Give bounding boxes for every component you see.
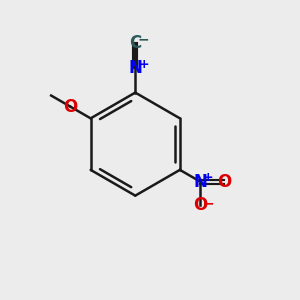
Text: O: O	[193, 196, 207, 214]
Text: N: N	[194, 173, 207, 191]
Text: O: O	[63, 98, 77, 116]
Text: −: −	[138, 33, 149, 46]
Text: N: N	[128, 58, 142, 76]
Text: −: −	[203, 196, 214, 210]
Text: C: C	[129, 34, 141, 52]
Text: +: +	[203, 171, 214, 184]
Text: +: +	[138, 58, 149, 71]
Text: O: O	[217, 173, 231, 191]
